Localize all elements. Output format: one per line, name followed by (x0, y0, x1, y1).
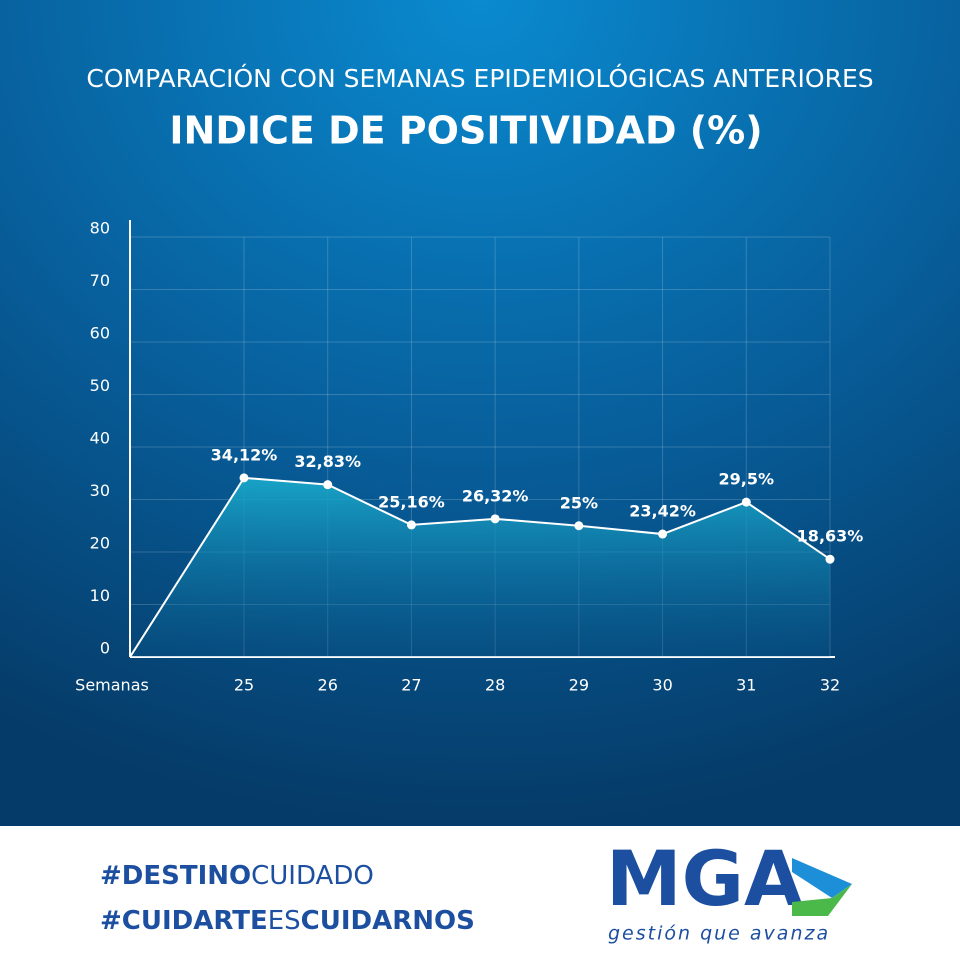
x-axis-label: Semanas (75, 676, 149, 695)
point (658, 529, 668, 539)
value-label: 26,32% (462, 486, 529, 505)
hashtag-part: CUIDARNOS (301, 906, 475, 936)
x-tick-label: 28 (485, 676, 505, 695)
x-tick-label: 31 (736, 676, 756, 695)
hashtag: #CUIDARTEESCUIDARNOS (100, 906, 475, 936)
y-tick-label: 0 (100, 639, 110, 658)
background (0, 0, 960, 826)
point (741, 497, 751, 507)
chart-subtitle: COMPARACIÓN CON SEMANAS EPIDEMIOLÓGICAS … (86, 63, 873, 93)
value-label: 25% (560, 493, 598, 512)
value-label: 23,42% (629, 502, 696, 521)
x-tick-label: 32 (820, 676, 840, 695)
area (130, 477, 830, 657)
x-tick-label: 30 (652, 676, 672, 695)
value-label: 29,5% (719, 470, 775, 489)
x-tick-label: 27 (401, 676, 421, 695)
hashtag-part: #CUIDARTE (100, 906, 268, 936)
hashtag-part: #DESTINO (100, 861, 251, 891)
value-label: 34,12% (211, 445, 278, 464)
point (323, 480, 333, 490)
hashtag-part: ES (268, 906, 301, 936)
point (574, 521, 584, 531)
point (406, 520, 416, 530)
hashtag: #DESTINOCUIDADO (100, 861, 374, 891)
value-label: 18,63% (797, 527, 864, 546)
x-tick-label: 29 (569, 676, 589, 695)
y-tick-label: 70 (90, 271, 110, 290)
value-label: 25,16% (378, 492, 445, 511)
footer-background (0, 826, 960, 960)
y-tick-label: 20 (90, 534, 110, 553)
logo-arrow (792, 884, 852, 916)
y-tick-label: 50 (90, 376, 110, 395)
plot: 0 10 20 30 40 50 60 70 80 25 26 27 28 29 30 31 32 34,12% 3… (90, 219, 864, 695)
y-tick-label: 80 (90, 219, 110, 238)
logo: MGA (606, 834, 803, 923)
y-tick-label: 60 (90, 324, 110, 343)
chart-title: INDICE DE POSITIVIDAD (%) (169, 109, 762, 153)
value-label: 32,83% (294, 452, 361, 471)
hashtag-part: CUIDADO (251, 861, 374, 891)
y-tick-label: 30 (90, 481, 110, 500)
x-tick-label: 26 (318, 676, 338, 695)
point (239, 473, 249, 483)
logo-arrow (792, 858, 852, 898)
y-tick-label: 10 (90, 586, 110, 605)
logo-slogan: gestión que avanza (608, 923, 830, 945)
point (825, 554, 835, 564)
y-tick-label: 40 (90, 429, 110, 448)
point (490, 514, 500, 524)
x-tick-label: 25 (234, 676, 254, 695)
